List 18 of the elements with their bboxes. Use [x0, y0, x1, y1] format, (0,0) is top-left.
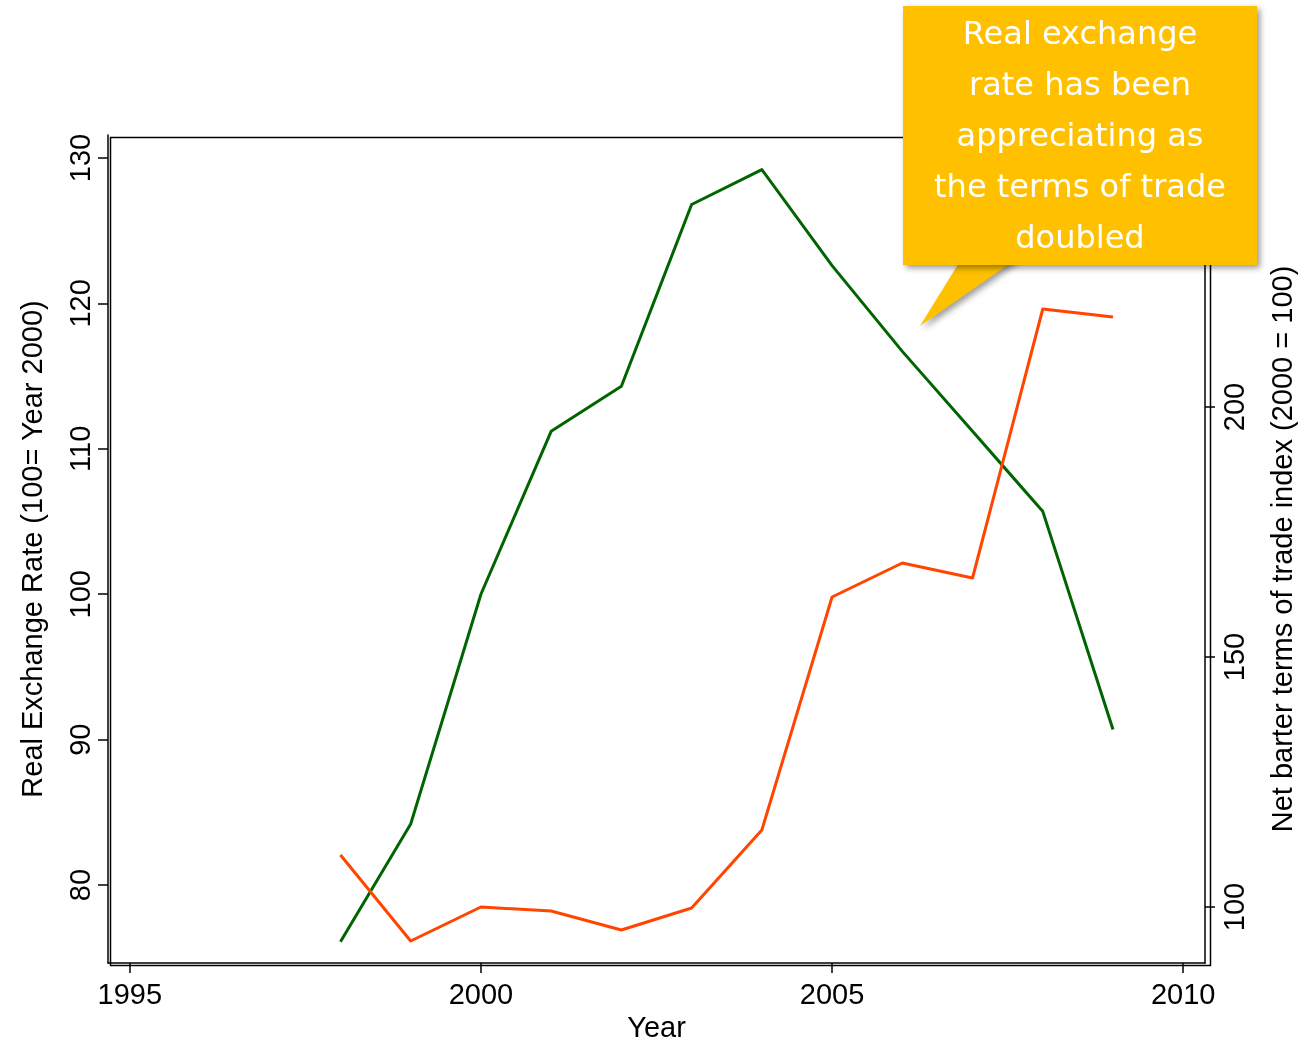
x-tick-label: 2005: [799, 977, 865, 1010]
y2-tick-label: 200: [1217, 382, 1250, 432]
x-tick-label: 2010: [1150, 977, 1216, 1010]
annotation: Real exchange rate has been appreciating as the terms of trade doubled: [903, 6, 1257, 265]
y-tick-label: 120: [63, 279, 96, 328]
y-tick-label: 130: [63, 133, 96, 183]
y2-axis-title: Net barter terms of trade index (2000 = 100): [1265, 265, 1298, 833]
y2-tick-label: 150: [1217, 632, 1250, 682]
y2-tick-label: 100: [1217, 882, 1250, 932]
line-series: [338, 307, 1115, 943]
y-tick-label: 100: [63, 570, 96, 619]
y-axis-title: Real Exchange Rate (100= Year 2000): [15, 300, 48, 798]
x-tick-label: 2000: [448, 977, 514, 1010]
y-tick-label: 90: [63, 723, 96, 756]
y-tick-label: 110: [63, 425, 96, 472]
x-tick-label: 1995: [97, 977, 163, 1010]
x-axis-title: Year: [627, 1011, 687, 1044]
y-tick-label: 80: [63, 868, 96, 902]
